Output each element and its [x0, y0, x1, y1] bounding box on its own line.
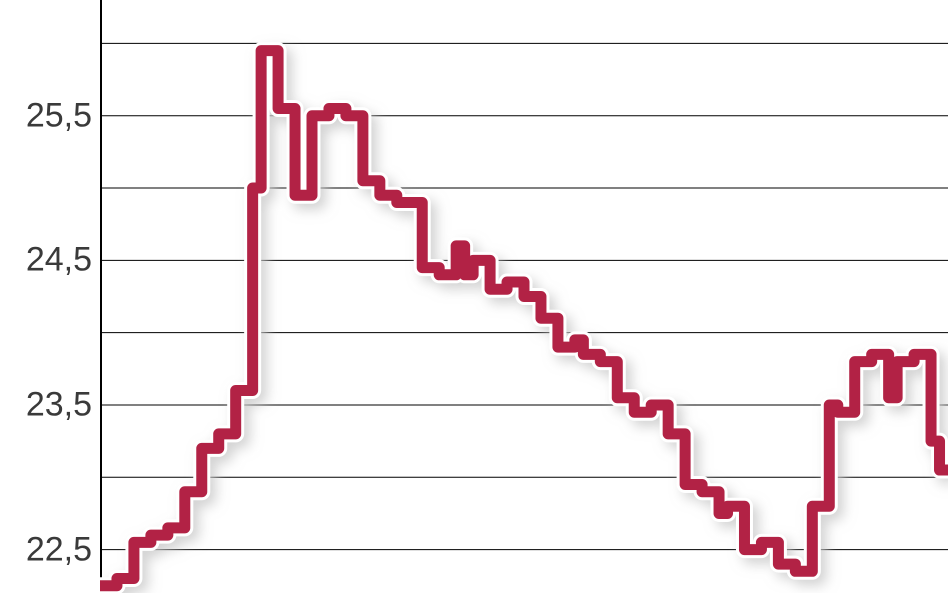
series-group: [100, 51, 948, 586]
y-tick-label: 22,5: [26, 530, 92, 569]
y-tick-label: 23,5: [26, 385, 92, 424]
chart-plot: [100, 0, 948, 593]
y-tick-label: 24,5: [26, 241, 92, 280]
y-axis-labels: 22,5 23,5 24,5 25,5: [0, 0, 100, 593]
y-tick-label: 25,5: [26, 96, 92, 135]
chart-container: 22,5 23,5 24,5 25,5: [0, 0, 948, 593]
series-line: [100, 51, 948, 586]
